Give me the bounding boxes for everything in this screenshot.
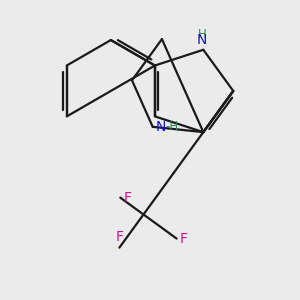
- Text: F: F: [180, 232, 188, 246]
- Text: -H: -H: [165, 120, 178, 133]
- Text: F: F: [124, 190, 132, 205]
- Text: H: H: [198, 28, 206, 41]
- Text: F: F: [116, 230, 123, 244]
- Text: N: N: [197, 33, 207, 47]
- Text: N: N: [156, 120, 166, 134]
